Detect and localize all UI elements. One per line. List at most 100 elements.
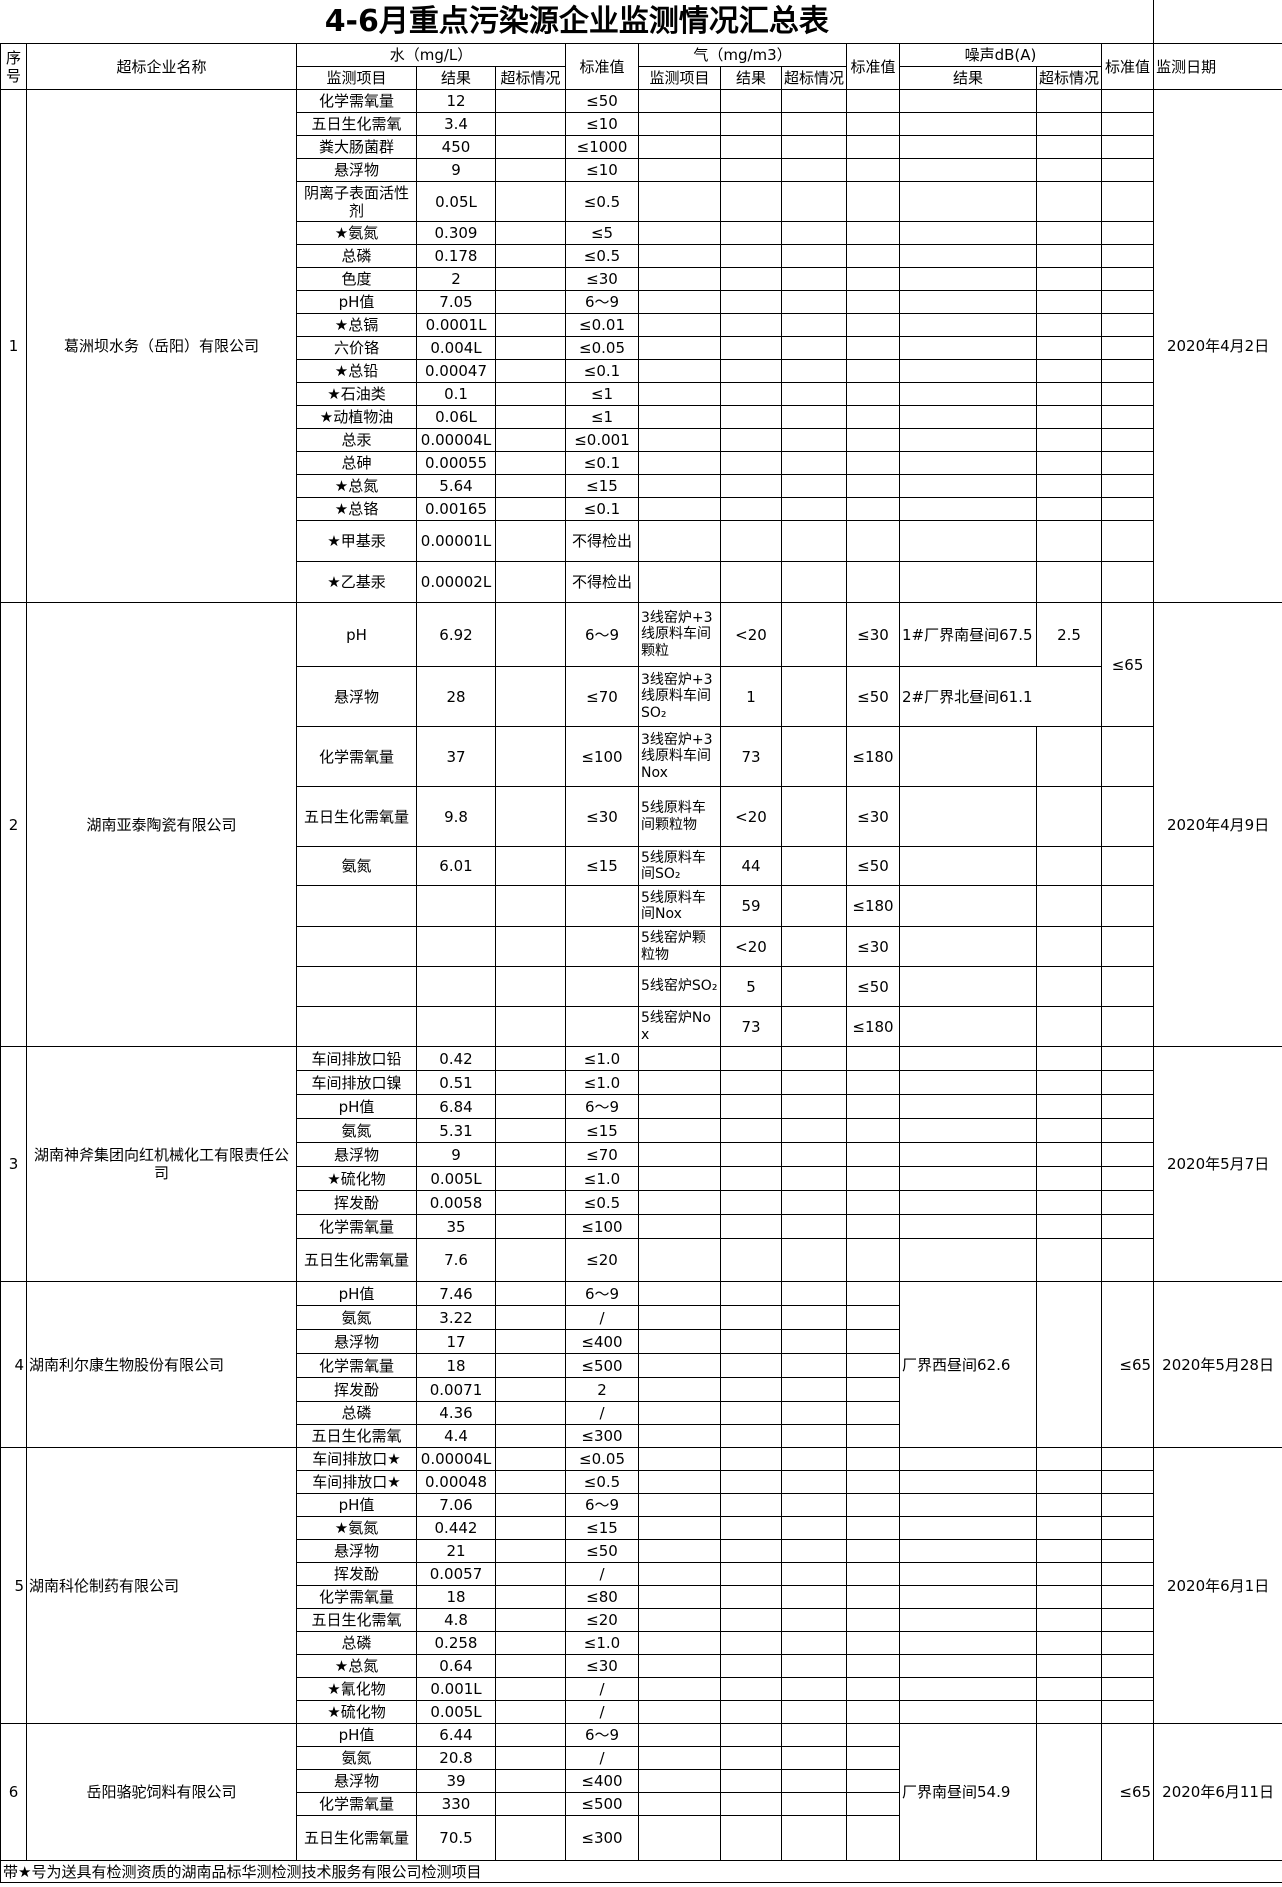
noise-result-cell <box>899 1166 1037 1191</box>
water-standard-cell: ≤1000 <box>565 135 639 159</box>
water-result-cell: 20.8 <box>416 1746 496 1770</box>
water-standard-cell <box>565 966 639 1007</box>
gas-exceed-cell <box>781 786 847 847</box>
water-result-cell: 17 <box>416 1329 496 1354</box>
gas-result-cell <box>720 135 782 159</box>
gas-item-cell <box>638 382 721 406</box>
table-row: 氨氮 5.31 ≤15 <box>1 1118 1282 1143</box>
noise-standard-cell <box>1100 336 1155 360</box>
noise-result-cell <box>899 1700 1037 1724</box>
water-standard-cell: ≤50 <box>565 89 639 113</box>
water-exceed-cell <box>495 1677 566 1701</box>
water-item-cell: 粪大肠菌群 <box>296 135 417 159</box>
gas-exceed-cell <box>781 158 847 182</box>
noise-standard-cell <box>1100 1700 1155 1724</box>
water-result-cell: 18 <box>416 1353 496 1378</box>
water-result-cell: 0.00002L <box>416 561 496 603</box>
gas-result-cell <box>720 520 782 562</box>
gas-result-cell <box>720 1070 782 1095</box>
gas-exceed-cell <box>781 1562 847 1586</box>
water-standard-cell: ≤15 <box>565 1118 639 1143</box>
noise-exceed-cell <box>1036 1562 1102 1586</box>
noise-exceed-cell <box>1036 1214 1102 1239</box>
noise-exceed-cell <box>1036 1723 1102 1861</box>
gas-result-cell <box>720 451 782 475</box>
gas-result-cell <box>720 1329 782 1354</box>
water-standard-cell: 不得检出 <box>565 520 639 562</box>
noise-standard-cell <box>1100 1608 1155 1632</box>
water-item-cell: 挥发酚 <box>296 1190 417 1215</box>
water-result-cell: 450 <box>416 135 496 159</box>
gas-result-cell <box>720 359 782 383</box>
water-exceed-cell <box>495 290 566 314</box>
water-item-cell: 挥发酚 <box>296 1377 417 1402</box>
water-exceed-cell <box>495 474 566 498</box>
gas-exceed-cell <box>781 1746 847 1770</box>
water-result-cell: 0.00048 <box>416 1470 496 1494</box>
water-result-cell: 6.44 <box>416 1723 496 1747</box>
water-standard-cell: ≤400 <box>565 1769 639 1793</box>
noise-exceed-cell <box>1036 1094 1102 1119</box>
noise-result-cell <box>899 1118 1037 1143</box>
gas-item-cell <box>638 497 721 521</box>
table-row: 色度 2 ≤30 <box>1 267 1282 291</box>
water-item-cell: 六价铬 <box>296 336 417 360</box>
table-row: ★氨氮 0.309 ≤5 <box>1 221 1282 245</box>
gas-result-cell <box>720 428 782 452</box>
gas-standard-cell: ≤30 <box>846 926 900 967</box>
water-exceed-cell <box>495 1516 566 1540</box>
water-standard-cell: ≤80 <box>565 1585 639 1609</box>
noise-result-cell <box>899 221 1037 245</box>
water-item-cell: 五日生化需氧量 <box>296 786 417 847</box>
gas-exceed-cell <box>781 428 847 452</box>
noise-standard-cell <box>1100 497 1155 521</box>
gas-exceed-cell <box>781 1792 847 1816</box>
gas-exceed-cell <box>781 1700 847 1724</box>
gas-item-cell <box>638 1238 721 1282</box>
noise-exceed-cell <box>1036 1281 1102 1448</box>
gas-item-cell <box>638 1631 721 1655</box>
noise-exceed-cell <box>1036 1142 1102 1167</box>
water-item-cell: 五日生化需氧 <box>296 112 417 136</box>
water-standard-cell: 2 <box>565 1377 639 1402</box>
gas-exceed-cell <box>781 89 847 113</box>
gas-result-cell <box>720 1792 782 1816</box>
water-standard-cell: ≤10 <box>565 158 639 182</box>
gas-standard-cell <box>846 290 900 314</box>
noise-result-cell: 1#厂界南昼间67.5 <box>899 602 1037 667</box>
water-item-cell: 氨氮 <box>296 1746 417 1770</box>
gas-exceed-cell <box>781 1353 847 1378</box>
gas-item-cell <box>638 1700 721 1724</box>
noise-standard-cell: ≤65 <box>1100 1723 1155 1861</box>
gas-standard-cell <box>846 1608 900 1632</box>
water-item-cell: 五日生化需氧 <box>296 1608 417 1632</box>
noise-standard-cell <box>1100 1585 1155 1609</box>
seq-cell: 1 <box>0 89 27 603</box>
water-exceed-cell <box>495 1769 566 1793</box>
gas-standard-cell <box>846 1792 900 1816</box>
noise-result-cell <box>899 112 1037 136</box>
gas-result-cell <box>720 158 782 182</box>
noise-standard-cell <box>1100 1006 1155 1047</box>
water-exceed-cell <box>495 1539 566 1563</box>
water-result-cell: 70.5 <box>416 1815 496 1861</box>
noise-standard-cell <box>1100 1562 1155 1586</box>
water-item-cell <box>296 966 417 1007</box>
gas-result-cell <box>720 1238 782 1282</box>
water-item-cell: 总磷 <box>296 1631 417 1655</box>
water-item-cell: 悬浮物 <box>296 666 417 727</box>
water-exceed-cell <box>495 1562 566 1586</box>
noise-result-cell <box>899 1094 1037 1119</box>
gas-result-cell <box>720 244 782 268</box>
table-row: 3 湖南神斧集团向红机械化工有限责任公司 车间排放口铅 0.42 ≤1.0 2020年5月… <box>0 1046 1282 1282</box>
date-cell: 2020年5月7日 <box>1153 1046 1282 1282</box>
water-item-cell: ★动植物油 <box>296 405 417 429</box>
noise-standard-cell <box>1100 1677 1155 1701</box>
gas-item-cell <box>638 1792 721 1816</box>
water-item-cell: ★氨氮 <box>296 221 417 245</box>
water-item-cell: 化学需氧量 <box>296 726 417 787</box>
water-exceed-cell <box>495 428 566 452</box>
water-standard-cell <box>565 885 639 927</box>
noise-exceed-cell <box>1036 89 1102 113</box>
gas-item-cell <box>638 244 721 268</box>
